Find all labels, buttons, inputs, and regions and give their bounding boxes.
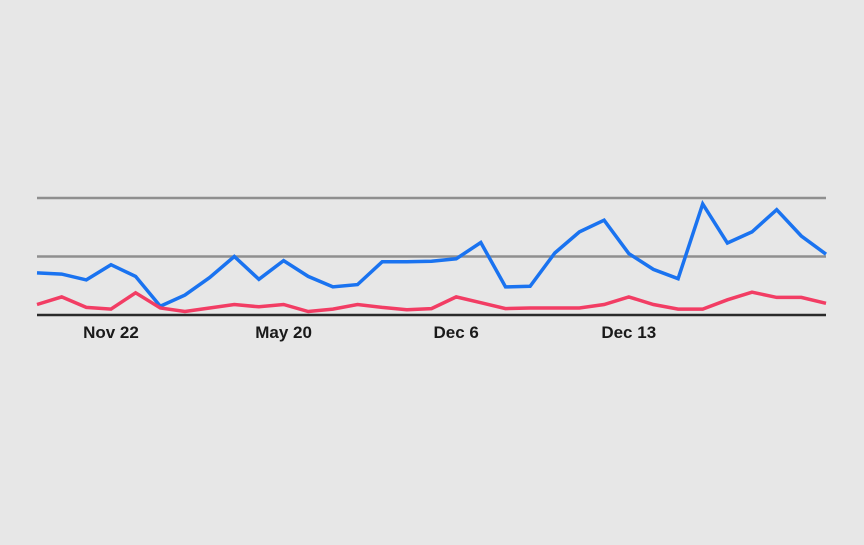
x-tick-label-0: Nov 22 <box>83 323 139 342</box>
x-tick-label-1: May 20 <box>255 323 312 342</box>
grid-layer <box>37 196 826 258</box>
series-line-1 <box>36 290 827 314</box>
series-layer <box>36 199 828 314</box>
x-tick-label-2: Dec 6 <box>433 323 478 342</box>
series-line-0 <box>36 199 828 309</box>
x-tick-label-3: Dec 13 <box>601 323 656 342</box>
x-tick-labels: Nov 22 May 20 Dec 6 Dec 13 <box>83 323 656 342</box>
